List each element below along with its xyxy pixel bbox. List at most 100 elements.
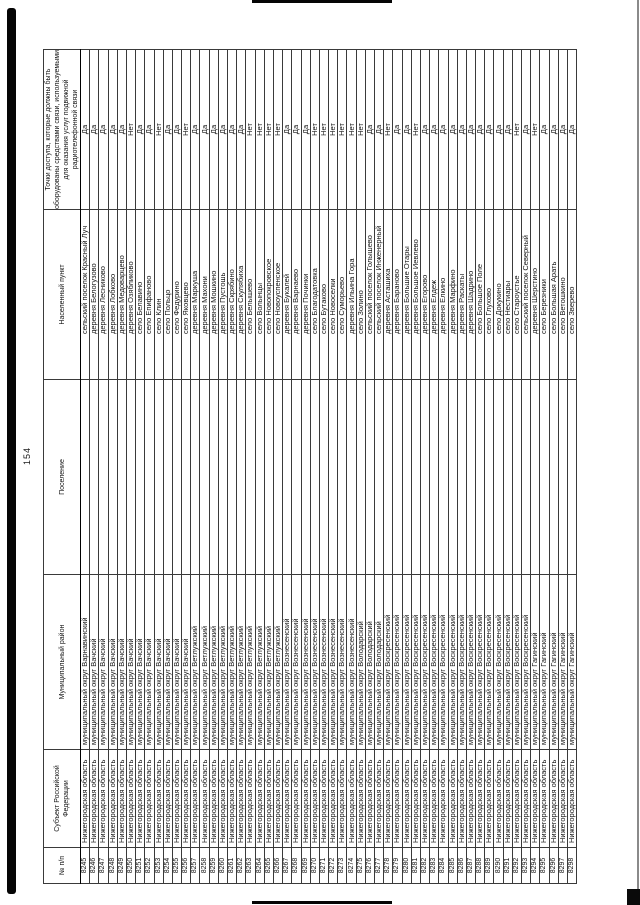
table-row: 8256 Нижегородская область муниципальный… — [181, 49, 191, 884]
cell-access-point: Да — [448, 49, 458, 210]
table-row: 8260 Нижегородская область муниципальный… — [218, 49, 228, 884]
cell-row-number: 8280 — [402, 847, 412, 884]
cell-access-point: Нет — [319, 49, 329, 210]
cell-district: муниципальный округ Ветлужский — [264, 574, 274, 750]
cell-access-point: Да — [466, 49, 476, 210]
cell-subject: Нижегородская область — [493, 749, 504, 848]
cell-settlement — [558, 379, 568, 575]
cell-row-number: 8291 — [503, 847, 513, 884]
cell-settlement — [328, 379, 338, 575]
cell-settlement — [549, 379, 559, 575]
table-row: 8257 Нижегородская область муниципальный… — [190, 49, 200, 884]
cell-district: муниципальный округ Воскресенский — [521, 574, 531, 750]
table-row: 8248 Нижегородская область муниципальный… — [108, 49, 118, 884]
table-row: 8284 Нижегородская область муниципальный… — [438, 49, 448, 884]
cell-district: муниципальный округ Вачский — [144, 574, 154, 750]
cell-locality: село Новопокровское — [264, 209, 274, 380]
cell-locality: село Золино — [356, 209, 366, 380]
cell-locality: деревня Маркуша — [190, 209, 200, 380]
cell-settlement — [392, 379, 403, 575]
table-row: 8276 Нижегородская область муниципальный… — [365, 49, 375, 884]
cell-settlement — [402, 379, 412, 575]
cell-locality: деревня Елдеж — [429, 209, 439, 380]
cell-subject: Нижегородская область — [503, 749, 513, 848]
cell-district: муниципальный округ Гагинский — [567, 574, 577, 750]
cell-row-number: 8253 — [154, 847, 164, 884]
cell-subject: Нижегородская область — [126, 749, 136, 848]
cell-district: муниципальный округ Ветлужский — [245, 574, 256, 750]
cell-row-number: 8257 — [190, 847, 200, 884]
cell-settlement — [429, 379, 439, 575]
cell-settlement — [539, 379, 550, 575]
cell-row-number: 8282 — [420, 847, 430, 884]
cell-district: муниципальный округ Вознесенский — [301, 574, 311, 750]
cell-access-point: Да — [282, 49, 292, 210]
cell-access-point: Да — [539, 49, 550, 210]
cell-locality: деревня Махони — [199, 209, 210, 380]
cell-settlement — [438, 379, 448, 575]
cell-settlement — [117, 379, 127, 575]
cell-district: муниципальный округ Ветлужский — [273, 574, 283, 750]
cell-settlement — [172, 379, 182, 575]
cell-settlement — [319, 379, 329, 575]
cell-locality: село Благодатовка — [310, 209, 320, 380]
cell-settlement — [135, 379, 145, 575]
cell-district: муниципальный округ Вачский — [181, 574, 191, 750]
cell-locality: деревня Варнаево — [291, 209, 301, 380]
cell-row-number: 8259 — [209, 847, 219, 884]
cell-locality: село Староустье — [512, 209, 522, 380]
cell-district: муниципальный округ Ветлужский — [209, 574, 219, 750]
cell-row-number: 8269 — [301, 847, 311, 884]
cell-settlement — [108, 379, 118, 575]
cell-subject: Нижегородская область — [236, 749, 246, 848]
cell-subject: Нижегородская область — [227, 749, 237, 848]
cell-settlement — [337, 379, 347, 575]
table-row: 8247 Нижегородская область муниципальный… — [98, 49, 109, 884]
cell-subject: Нижегородская область — [319, 749, 329, 848]
table-row: 8253 Нижегородская область муниципальный… — [154, 49, 164, 884]
cell-locality: деревня Раскаты — [457, 209, 467, 380]
cell-subject: Нижегородская область — [346, 749, 357, 848]
cell-subject: Нижегородская область — [144, 749, 154, 848]
cell-row-number: 8285 — [448, 847, 458, 884]
cell-row-number: 8245 — [80, 847, 90, 884]
cell-access-point: Да — [475, 49, 485, 210]
cell-subject: Нижегородская область — [154, 749, 164, 848]
cell-locality: деревня Починки — [301, 209, 311, 380]
cell-settlement — [530, 379, 540, 575]
col-header-num: № п/п — [43, 847, 81, 884]
cell-settlement — [493, 379, 504, 575]
cell-access-point: Нет — [245, 49, 256, 210]
cell-locality: деревня Пустошь — [218, 209, 228, 380]
table-row: 8283 Нижегородская область муниципальный… — [429, 49, 439, 884]
col-header-subject: Субъект Российской Федерации — [43, 749, 81, 848]
cell-settlement — [310, 379, 320, 575]
cell-row-number: 8297 — [558, 847, 568, 884]
page-number: 154 — [22, 446, 32, 465]
cell-locality: село Новоселки — [328, 209, 338, 380]
cell-settlement — [218, 379, 228, 575]
cell-access-point: Да — [567, 49, 577, 210]
cell-settlement — [227, 379, 237, 575]
cell-district: муниципальный округ Вознесенский — [282, 574, 292, 750]
cell-row-number: 8250 — [126, 847, 136, 884]
cell-locality: деревня Озябликово — [126, 209, 136, 380]
cell-row-number: 8279 — [392, 847, 403, 884]
cell-subject: Нижегородская область — [512, 749, 522, 848]
cell-locality: деревня Бараново — [392, 209, 403, 380]
scan-edge-bottom — [252, 901, 392, 904]
cell-row-number: 8258 — [199, 847, 210, 884]
cell-row-number: 8272 — [328, 847, 338, 884]
cell-locality: деревня Ильина Гора — [346, 209, 357, 380]
cell-row-number: 8268 — [291, 847, 301, 884]
cell-settlement — [356, 379, 366, 575]
table-row: 8296 Нижегородская область муниципальный… — [549, 49, 559, 884]
table-row: 8279 Нижегородская область муниципальный… — [392, 49, 403, 884]
cell-access-point: Да — [301, 49, 311, 210]
cell-locality: село Епифаново — [144, 209, 154, 380]
cell-row-number: 8278 — [383, 847, 393, 884]
cell-subject: Нижегородская область — [89, 749, 99, 848]
cell-locality: деревня Марфино — [448, 209, 458, 380]
cell-access-point: Да — [218, 49, 228, 210]
